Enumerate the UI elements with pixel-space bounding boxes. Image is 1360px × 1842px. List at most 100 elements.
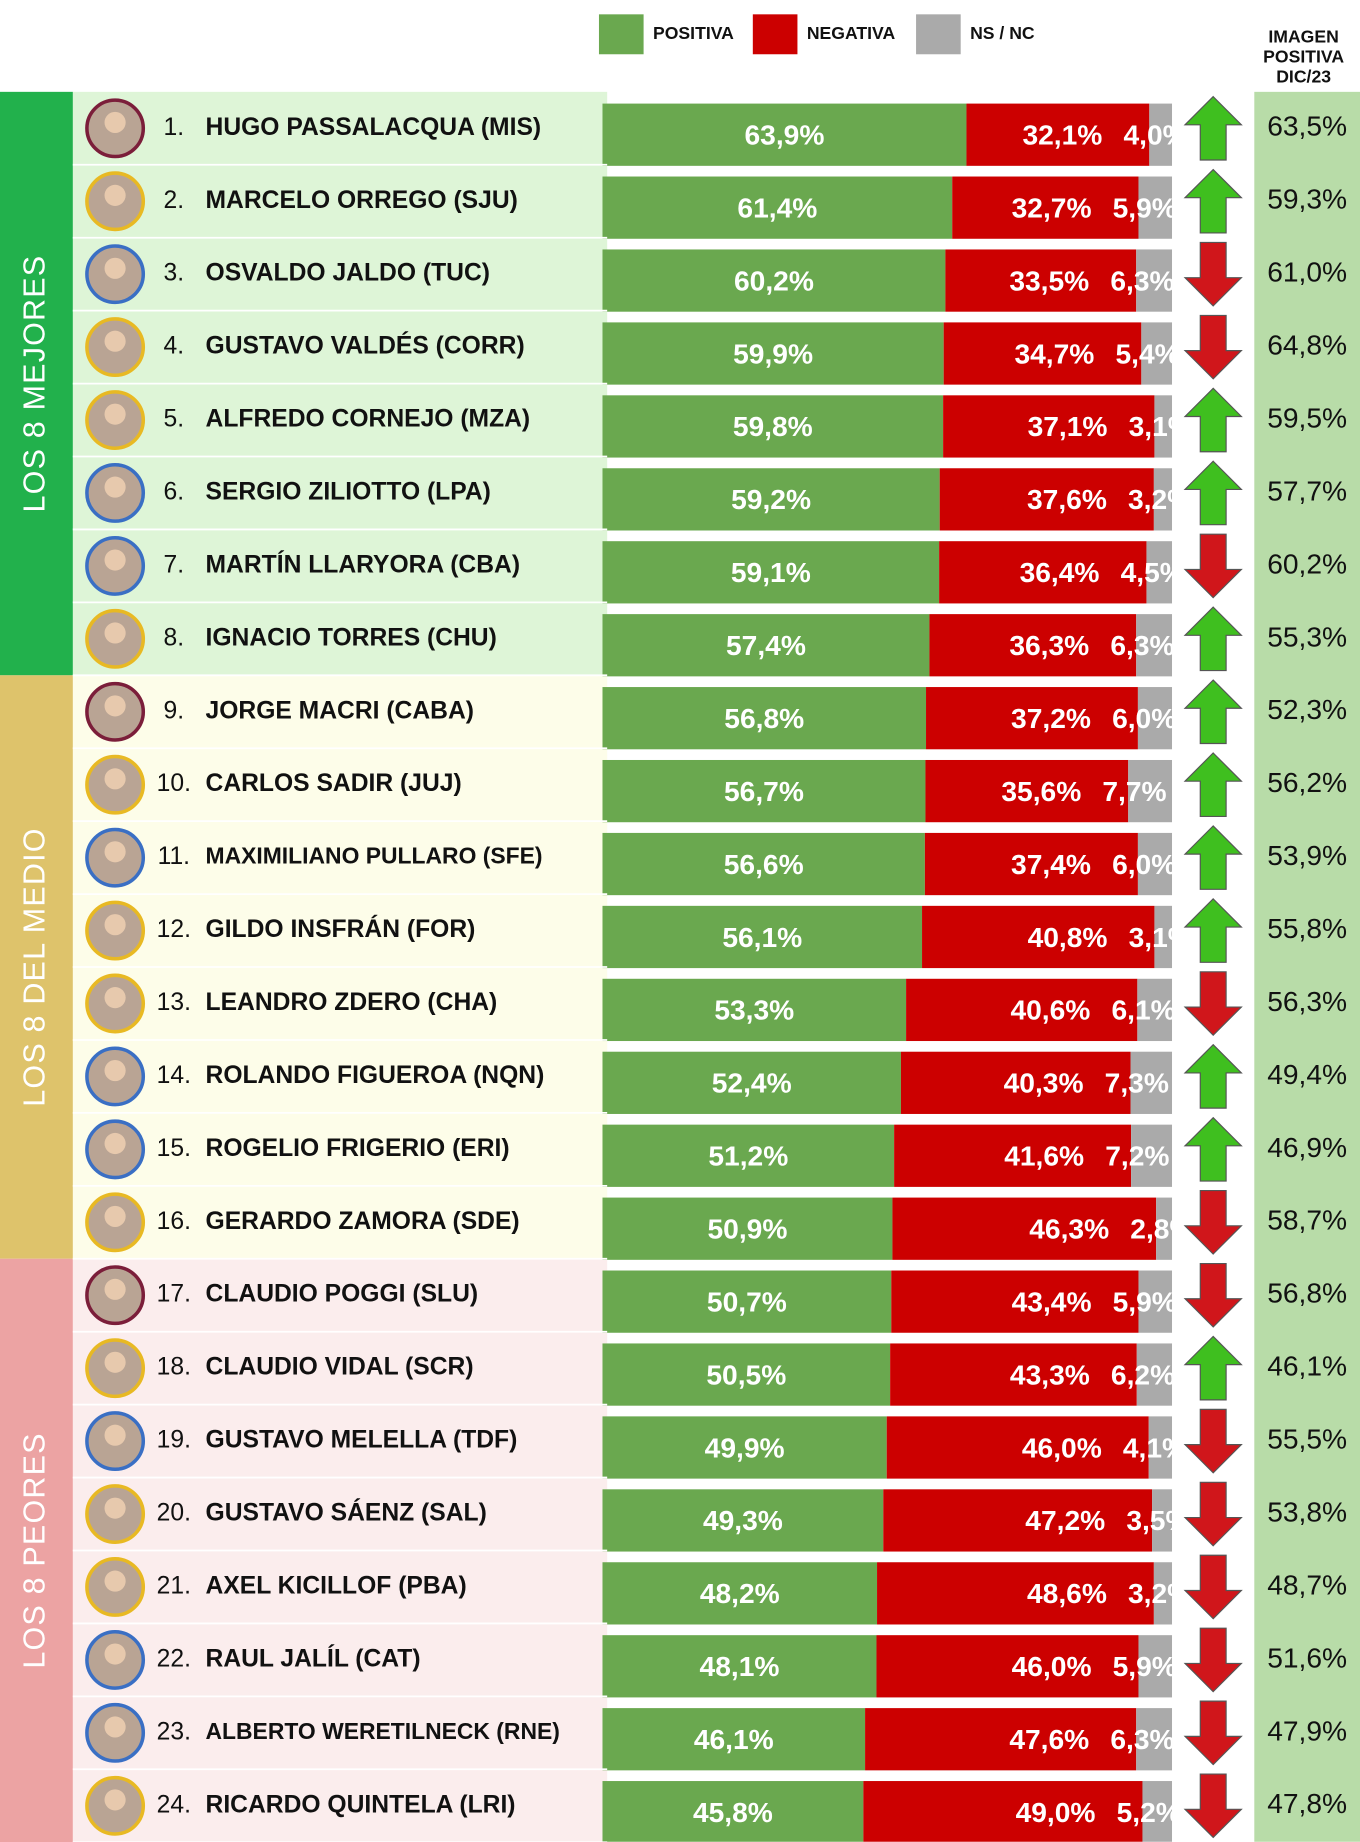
trend-down-arrow: [1185, 1628, 1241, 1691]
group-label: LOS 8 PEORES: [17, 1432, 51, 1668]
value-label: 61,4%: [737, 191, 817, 223]
value-label: 6,3%: [1110, 1723, 1174, 1755]
value-label: 6,0%: [1112, 848, 1176, 880]
avatar-head: [105, 1643, 126, 1664]
value-label: 63,9%: [745, 118, 825, 150]
name: CLAUDIO VIDAL (SCR): [206, 1354, 474, 1381]
value-label: 46,1%: [694, 1723, 774, 1755]
previous-value: 56,3%: [1267, 985, 1347, 1017]
value-label: 48,1%: [700, 1650, 780, 1682]
group-label: LOS 8 DEL MEDIO: [17, 827, 51, 1106]
avatar-head: [105, 1060, 126, 1081]
trend-down-arrow: [1185, 315, 1241, 378]
name: MARCELO ORREGO (SJU): [206, 187, 518, 214]
value-label: 2,8%: [1130, 1212, 1194, 1244]
previous-value: 55,8%: [1267, 912, 1347, 944]
bar-segment: [877, 1562, 1154, 1624]
value-label: 43,3%: [1010, 1358, 1090, 1390]
value-label: 57,4%: [726, 629, 806, 661]
value-label: 36,3%: [1009, 629, 1089, 661]
avatar-head: [105, 404, 126, 425]
value-label: 3,1%: [1129, 921, 1193, 953]
value-label: 33,5%: [1009, 264, 1089, 296]
bar-segment: [892, 1198, 1156, 1260]
bars: 63,9%32,1%4,0%61,4%32,7%5,9%60,2%33,5%6,…: [602, 104, 1194, 1842]
trend-up-arrow: [1185, 97, 1241, 160]
value-label: 46,0%: [1012, 1650, 1092, 1682]
rank: 1.: [164, 114, 185, 141]
rank: 3.: [164, 260, 185, 287]
previous-title: DIC/23: [1276, 66, 1331, 86]
value-label: 60,2%: [734, 264, 814, 296]
value-label: 49,9%: [705, 1431, 785, 1463]
value-label: 50,9%: [708, 1212, 788, 1244]
value-label: 46,3%: [1029, 1212, 1109, 1244]
name: CARLOS SADIR (JUJ): [206, 770, 462, 797]
value-label: 3,1%: [1129, 410, 1193, 442]
trend-up-arrow: [1185, 170, 1241, 233]
value-label: 7,3%: [1105, 1067, 1169, 1099]
name: RICARDO QUINTELA (LRI): [206, 1791, 516, 1818]
trend-up-arrow: [1185, 1336, 1241, 1399]
rank: 19.: [157, 1427, 191, 1454]
value-label: 51,2%: [708, 1140, 788, 1172]
value-label: 56,7%: [724, 775, 804, 807]
value-label: 49,0%: [1016, 1796, 1096, 1828]
previous-title: POSITIVA: [1263, 46, 1344, 66]
name: GERARDO ZAMORA (SDE): [206, 1208, 520, 1235]
previous-value: 64,8%: [1267, 329, 1347, 361]
name: LEANDRO ZDERO (CHA): [206, 989, 498, 1016]
avatar-head: [105, 622, 126, 643]
rank: 20.: [157, 1500, 191, 1527]
avatar-head: [105, 1498, 126, 1519]
avatar-head: [105, 185, 126, 206]
legend-swatch: [599, 14, 644, 54]
rank: 12.: [157, 916, 191, 943]
value-label: 56,1%: [722, 921, 802, 953]
trend-up-arrow: [1185, 826, 1241, 889]
previous-value: 47,8%: [1267, 1787, 1347, 1819]
value-label: 53,3%: [714, 994, 794, 1026]
value-label: 5,4%: [1115, 337, 1179, 369]
value-label: 5,9%: [1113, 1650, 1177, 1682]
trend-up-arrow: [1185, 1045, 1241, 1108]
trend-down-arrow: [1185, 1555, 1241, 1618]
bar-segment: [887, 1416, 1149, 1478]
value-label: 32,1%: [1022, 118, 1102, 150]
bar-segment: [863, 1781, 1142, 1842]
value-label: 40,8%: [1028, 921, 1108, 953]
value-label: 43,4%: [1012, 1285, 1092, 1317]
group-label: LOS 8 MEJORES: [17, 255, 51, 513]
previous-value: 56,2%: [1267, 766, 1347, 798]
avatar-head: [105, 1716, 126, 1737]
name: ROLANDO FIGUEROA (NQN): [206, 1062, 545, 1089]
avatar-head: [105, 549, 126, 570]
avatar-head: [105, 768, 126, 789]
value-label: 52,4%: [712, 1067, 792, 1099]
value-label: 47,6%: [1009, 1723, 1089, 1755]
plot: LOS 8 MEJORES LOS 8 DEL MEDIO LOS 8 PEORES…: [0, 92, 1347, 1842]
avatar-head: [105, 1352, 126, 1373]
value-label: 59,8%: [733, 410, 813, 442]
avatar-head: [105, 1571, 126, 1592]
previous-title: IMAGEN: [1268, 26, 1338, 46]
previous-value: 61,0%: [1267, 256, 1347, 288]
value-label: 4,0%: [1123, 118, 1187, 150]
value-label: 5,2%: [1117, 1796, 1181, 1828]
chart: IMAGEN POSITIVA DIC/23 POSITIVANEGATIVAN…: [0, 0, 1360, 1842]
name: MAXIMILIANO PULLARO (SFE): [206, 843, 543, 869]
avatar-head: [105, 914, 126, 935]
value-label: 40,6%: [1010, 994, 1090, 1026]
rank: 2.: [164, 187, 185, 214]
previous-value: 47,9%: [1267, 1714, 1347, 1746]
name: GUSTAVO SÁENZ (SAL): [206, 1499, 487, 1527]
value-label: 6,1%: [1112, 994, 1176, 1026]
value-label: 5,9%: [1113, 191, 1177, 223]
rank: 22.: [157, 1645, 191, 1672]
avatar-head: [105, 112, 126, 133]
trend-down-arrow: [1185, 1774, 1241, 1837]
previous-value: 53,8%: [1267, 1495, 1347, 1527]
avatar-head: [105, 841, 126, 862]
value-label: 3,5%: [1126, 1504, 1190, 1536]
